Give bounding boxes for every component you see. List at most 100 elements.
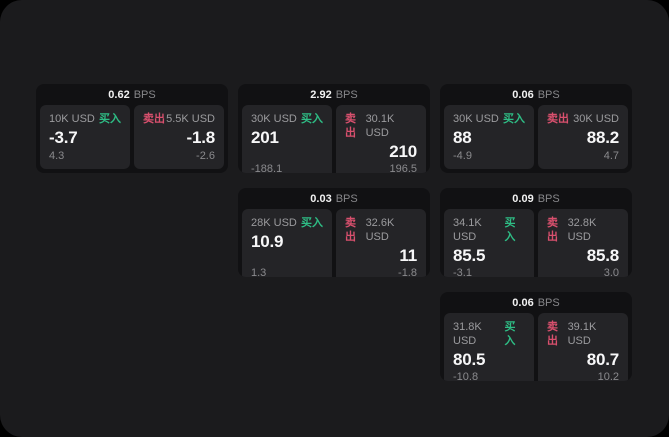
buy-delta: -188.1 [251, 163, 283, 173]
sell-delta: -1.8 [398, 267, 417, 277]
bps-value: 0.03 [310, 192, 332, 205]
card-body: 30K USD 买入 88 -4.9 卖出 30K USD 88.2 4.7 [440, 105, 632, 173]
sell-tile-header: 卖出 32.6K USD [345, 216, 417, 244]
buy-amount: 30K USD [453, 113, 499, 125]
sell-delta: 3.0 [603, 267, 619, 277]
sell-tile-header: 卖出 39.1K USD [547, 320, 619, 348]
bps-value: 0.62 [108, 88, 130, 101]
sell-delta: 196.5 [389, 163, 417, 173]
buy-label: 买入 [301, 113, 323, 125]
quote-cards-grid: 0.62 BPS 10K USD 买入 -3.7 4.3 卖出 [36, 84, 632, 381]
buy-delta: -3.1 [453, 267, 472, 277]
sell-quote-tile[interactable]: 卖出 32.6K USD 11 -1.8 [336, 209, 426, 277]
buy-price: 10.9 [251, 232, 284, 251]
buy-tile-header: 28K USD 买入 [251, 216, 323, 230]
buy-label: 买入 [301, 217, 323, 229]
sell-quote-tile[interactable]: 卖出 30.1K USD 210 196.5 [336, 105, 426, 173]
card-body: 31.8K USD 买入 80.5 -10.8 卖出 39.1K USD 80.… [440, 313, 632, 381]
sell-label: 卖出 [143, 113, 165, 125]
bps-value: 0.06 [512, 88, 534, 101]
sell-quote-tile[interactable]: 卖出 39.1K USD 80.7 10.2 [538, 313, 628, 381]
buy-amount: 34.1K USD [453, 217, 482, 243]
sell-label: 卖出 [547, 113, 569, 125]
buy-quote-tile[interactable]: 34.1K USD 买入 85.5 -3.1 [444, 209, 534, 277]
sell-delta: -2.6 [196, 150, 215, 162]
bps-unit-label: BPS [133, 88, 156, 101]
quote-card: 0.03 BPS 28K USD 买入 10.9 1.3 卖出 [238, 188, 430, 277]
buy-amount: 28K USD [251, 217, 297, 229]
card-body: 28K USD 买入 10.9 1.3 卖出 32.6K USD 11 -1.8 [238, 209, 430, 277]
card-header: 0.06 BPS [440, 292, 632, 313]
buy-delta: 1.3 [251, 267, 267, 277]
card-body: 30K USD 买入 201 -188.1 卖出 30.1K USD 210 1… [238, 105, 430, 173]
bps-unit-label: BPS [335, 88, 358, 101]
sell-label: 卖出 [547, 217, 558, 243]
sell-label: 卖出 [345, 113, 356, 139]
buy-quote-tile[interactable]: 28K USD 买入 10.9 1.3 [242, 209, 332, 277]
buy-tile-header: 30K USD 买入 [251, 112, 323, 126]
buy-delta: -10.8 [453, 371, 479, 381]
sell-label: 卖出 [345, 217, 356, 243]
sell-price: 11 [399, 246, 417, 265]
sell-price: 88.2 [586, 128, 619, 147]
sell-tile-header: 卖出 30.1K USD [345, 112, 417, 140]
sell-tile-header: 卖出 30K USD [547, 112, 619, 126]
buy-price: 80.5 [453, 350, 486, 369]
card-header: 0.09 BPS [440, 188, 632, 209]
card-header: 2.92 BPS [238, 84, 430, 105]
buy-amount: 10K USD [49, 113, 95, 125]
card-body: 10K USD 买入 -3.7 4.3 卖出 5.5K USD -1.8 -2.… [36, 105, 228, 173]
sell-price: 210 [389, 142, 417, 161]
sell-amount: 30.1K USD [365, 113, 395, 139]
bps-value: 0.09 [512, 192, 534, 205]
sell-price: 80.7 [586, 350, 619, 369]
sell-quote-tile[interactable]: 卖出 30K USD 88.2 4.7 [538, 105, 628, 169]
quote-card: 2.92 BPS 30K USD 买入 201 -188.1 卖出 [238, 84, 430, 173]
buy-delta: -4.9 [453, 150, 472, 162]
sell-amount: 39.1K USD [567, 321, 597, 347]
buy-label: 买入 [504, 321, 516, 347]
sell-amount: 5.5K USD [166, 113, 215, 125]
buy-amount: 30K USD [251, 113, 297, 125]
buy-quote-tile[interactable]: 30K USD 买入 201 -188.1 [242, 105, 332, 173]
quote-card: 0.62 BPS 10K USD 买入 -3.7 4.3 卖出 [36, 84, 228, 173]
buy-label: 买入 [99, 113, 121, 125]
sell-label: 卖出 [547, 321, 558, 347]
quote-card: 0.06 BPS 31.8K USD 买入 80.5 -10.8 卖 [440, 292, 632, 381]
sell-quote-tile[interactable]: 卖出 5.5K USD -1.8 -2.6 [134, 105, 224, 169]
buy-delta: 4.3 [49, 150, 65, 162]
buy-price: 201 [251, 128, 279, 147]
sell-price: 85.8 [586, 246, 619, 265]
buy-amount: 31.8K USD [453, 321, 482, 347]
sell-amount: 30K USD [573, 113, 619, 125]
card-header: 0.62 BPS [36, 84, 228, 105]
card-body: 34.1K USD 买入 85.5 -3.1 卖出 32.8K USD 85.8… [440, 209, 632, 277]
sell-quote-tile[interactable]: 卖出 32.8K USD 85.8 3.0 [538, 209, 628, 277]
card-header: 0.06 BPS [440, 84, 632, 105]
buy-quote-tile[interactable]: 10K USD 买入 -3.7 4.3 [40, 105, 130, 169]
buy-quote-tile[interactable]: 31.8K USD 买入 80.5 -10.8 [444, 313, 534, 381]
buy-quote-tile[interactable]: 30K USD 买入 88 -4.9 [444, 105, 534, 169]
sell-delta: 4.7 [603, 150, 619, 162]
bps-unit-label: BPS [537, 192, 560, 205]
sell-amount: 32.8K USD [567, 217, 597, 243]
sell-delta: 10.2 [597, 371, 619, 381]
buy-price: 85.5 [453, 246, 486, 265]
sell-tile-header: 卖出 32.8K USD [547, 216, 619, 244]
quote-card: 0.09 BPS 34.1K USD 买入 85.5 -3.1 卖出 [440, 188, 632, 277]
buy-price: 88 [453, 128, 472, 147]
sell-price: -1.8 [186, 128, 216, 147]
buy-label: 买入 [504, 217, 516, 243]
bps-unit-label: BPS [537, 88, 560, 101]
sell-tile-header: 卖出 5.5K USD [143, 112, 215, 126]
bps-unit-label: BPS [537, 296, 560, 309]
quote-card: 0.06 BPS 30K USD 买入 88 -4.9 卖出 [440, 84, 632, 173]
bps-value: 2.92 [310, 88, 332, 101]
buy-tile-header: 34.1K USD 买入 [453, 216, 525, 244]
buy-tile-header: 30K USD 买入 [453, 112, 525, 126]
buy-tile-header: 31.8K USD 买入 [453, 320, 525, 348]
card-header: 0.03 BPS [238, 188, 430, 209]
buy-price: -3.7 [49, 128, 78, 147]
